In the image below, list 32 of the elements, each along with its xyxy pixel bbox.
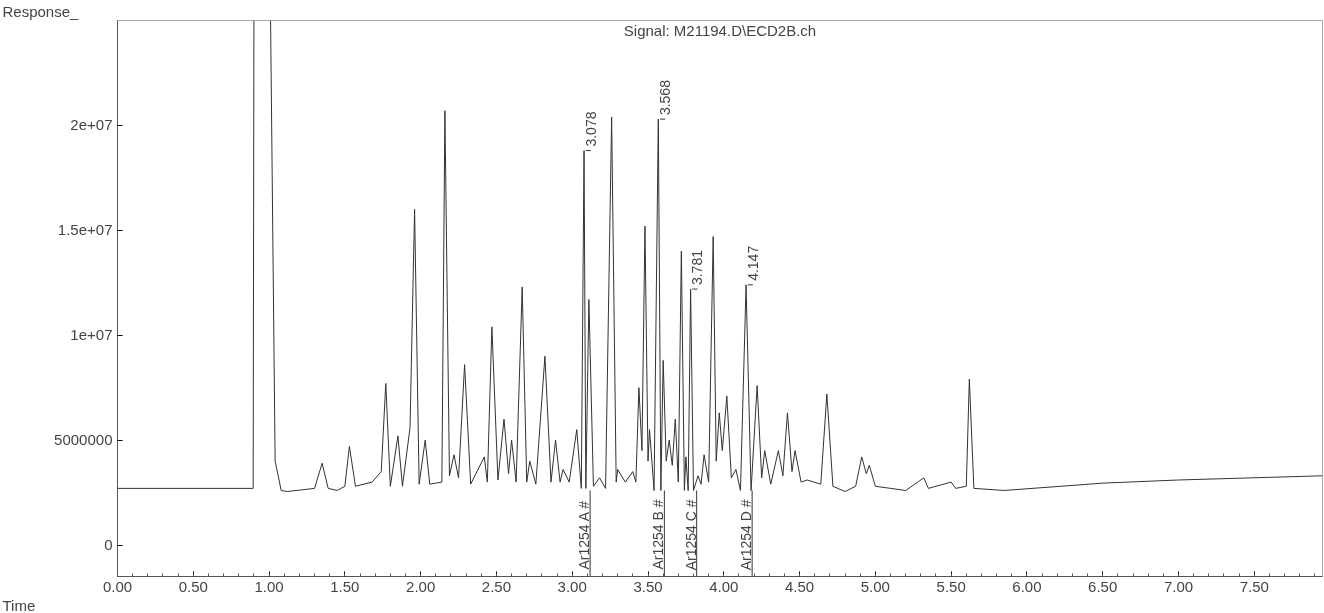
x-tick-label: 1.50	[330, 577, 360, 595]
annotation: Ar1254 B #	[650, 499, 667, 570]
x-tick-label: 2.50	[481, 577, 512, 595]
y-axis-title: Response_	[2, 3, 80, 20]
y-tick-label: 2e+07	[70, 116, 113, 134]
y-tick-label: 1.5e+07	[57, 221, 113, 239]
annotation: 4.147	[744, 245, 761, 281]
y-tick-label: 5000000	[54, 431, 113, 449]
x-tick-label: 6.50	[1088, 577, 1118, 595]
x-tick-label: 0.50	[178, 577, 208, 595]
x-axis-title: Time	[2, 596, 36, 613]
annotation: 3.078	[582, 111, 599, 147]
chart-title: Signal: M21194.D\ECD2B.ch	[623, 21, 817, 39]
x-tick-label: 6.00	[1012, 577, 1042, 595]
annotation: 3.781	[689, 249, 706, 286]
x-tick-label: 7.00	[1163, 577, 1194, 595]
x-tick-label: 7.50	[1239, 577, 1269, 595]
x-tick-label: 4.50	[784, 577, 815, 595]
x-tick-label: 5.00	[860, 577, 890, 595]
annotation: Ar1254 D #	[738, 499, 755, 571]
x-tick-label: 2.00	[406, 577, 436, 595]
annotation: Ar1254 A #	[576, 500, 593, 570]
x-tick-label: 3.00	[557, 577, 587, 595]
x-tick-label: 1.00	[254, 577, 284, 595]
y-tick-label: 0	[104, 536, 113, 554]
x-tick-label: 5.50	[936, 577, 966, 595]
x-tick-label: 3.50	[633, 577, 663, 595]
annotation: 3.568	[657, 79, 674, 116]
y-tick-label: 1e+07	[70, 326, 113, 344]
x-tick-label: 4.00	[709, 577, 739, 595]
annotation: Ar1254 C #	[682, 499, 699, 571]
x-tick-label: 0.00	[102, 577, 133, 595]
